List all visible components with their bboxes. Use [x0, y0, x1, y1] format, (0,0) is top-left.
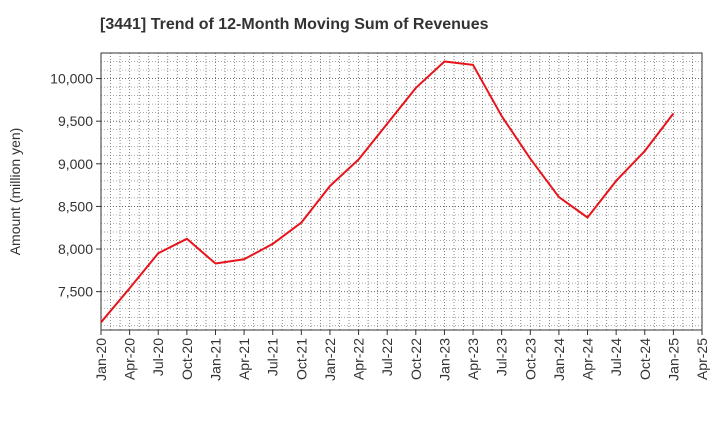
y-tick-label: 10,000	[50, 71, 93, 87]
x-tick-label: Apr-20	[122, 338, 138, 380]
x-tick-label: Apr-25	[694, 338, 710, 380]
x-tick-label: Jan-21	[207, 338, 223, 381]
x-tick-label: Jan-23	[436, 338, 452, 381]
grid	[101, 53, 702, 330]
x-tick-label: Jul-20	[150, 338, 166, 376]
x-tick-label: Oct-23	[522, 338, 538, 380]
axis-labels: 7,500 8,000 8,500 9,000 9,500 10,000 Jan-20 Apr…	[7, 71, 710, 381]
series-layer	[100, 60, 675, 323]
y-tick-label: 8,500	[58, 198, 93, 214]
x-tick-label: Jan-20	[93, 338, 109, 381]
x-tick-label: Oct-22	[408, 338, 424, 380]
axes	[96, 52, 703, 335]
x-tick-label: Jul-22	[379, 338, 395, 376]
x-tick-label: Oct-24	[637, 338, 653, 380]
x-tick-label: Oct-21	[293, 338, 309, 380]
x-tick-label: Jul-23	[494, 338, 510, 376]
x-tick-label: Apr-21	[236, 338, 252, 380]
x-tick-label: Jul-21	[265, 338, 281, 376]
x-tick-label: Apr-22	[351, 338, 367, 380]
y-axis-label: Amount (million yen)	[7, 128, 23, 256]
y-tick-label: 9,000	[58, 156, 93, 172]
x-tick-label: Oct-20	[179, 338, 195, 380]
plot-area	[101, 53, 702, 330]
x-tick-label: Jan-22	[322, 338, 338, 381]
y-tick-label: 7,500	[58, 284, 93, 300]
x-tick-label: Apr-23	[465, 338, 481, 380]
x-tick-label: Jan-25	[665, 338, 681, 381]
series-line	[100, 60, 675, 323]
y-tick-label: 8,000	[58, 241, 93, 257]
chart-title: [3441] Trend of 12-Month Moving Sum of R…	[100, 16, 489, 33]
x-tick-label: Apr-24	[580, 338, 596, 380]
x-tick-label: Jul-24	[608, 338, 624, 376]
plot-frame	[100, 52, 703, 331]
x-tick-label: Jan-24	[551, 338, 567, 381]
y-tick-label: 9,500	[58, 113, 93, 129]
